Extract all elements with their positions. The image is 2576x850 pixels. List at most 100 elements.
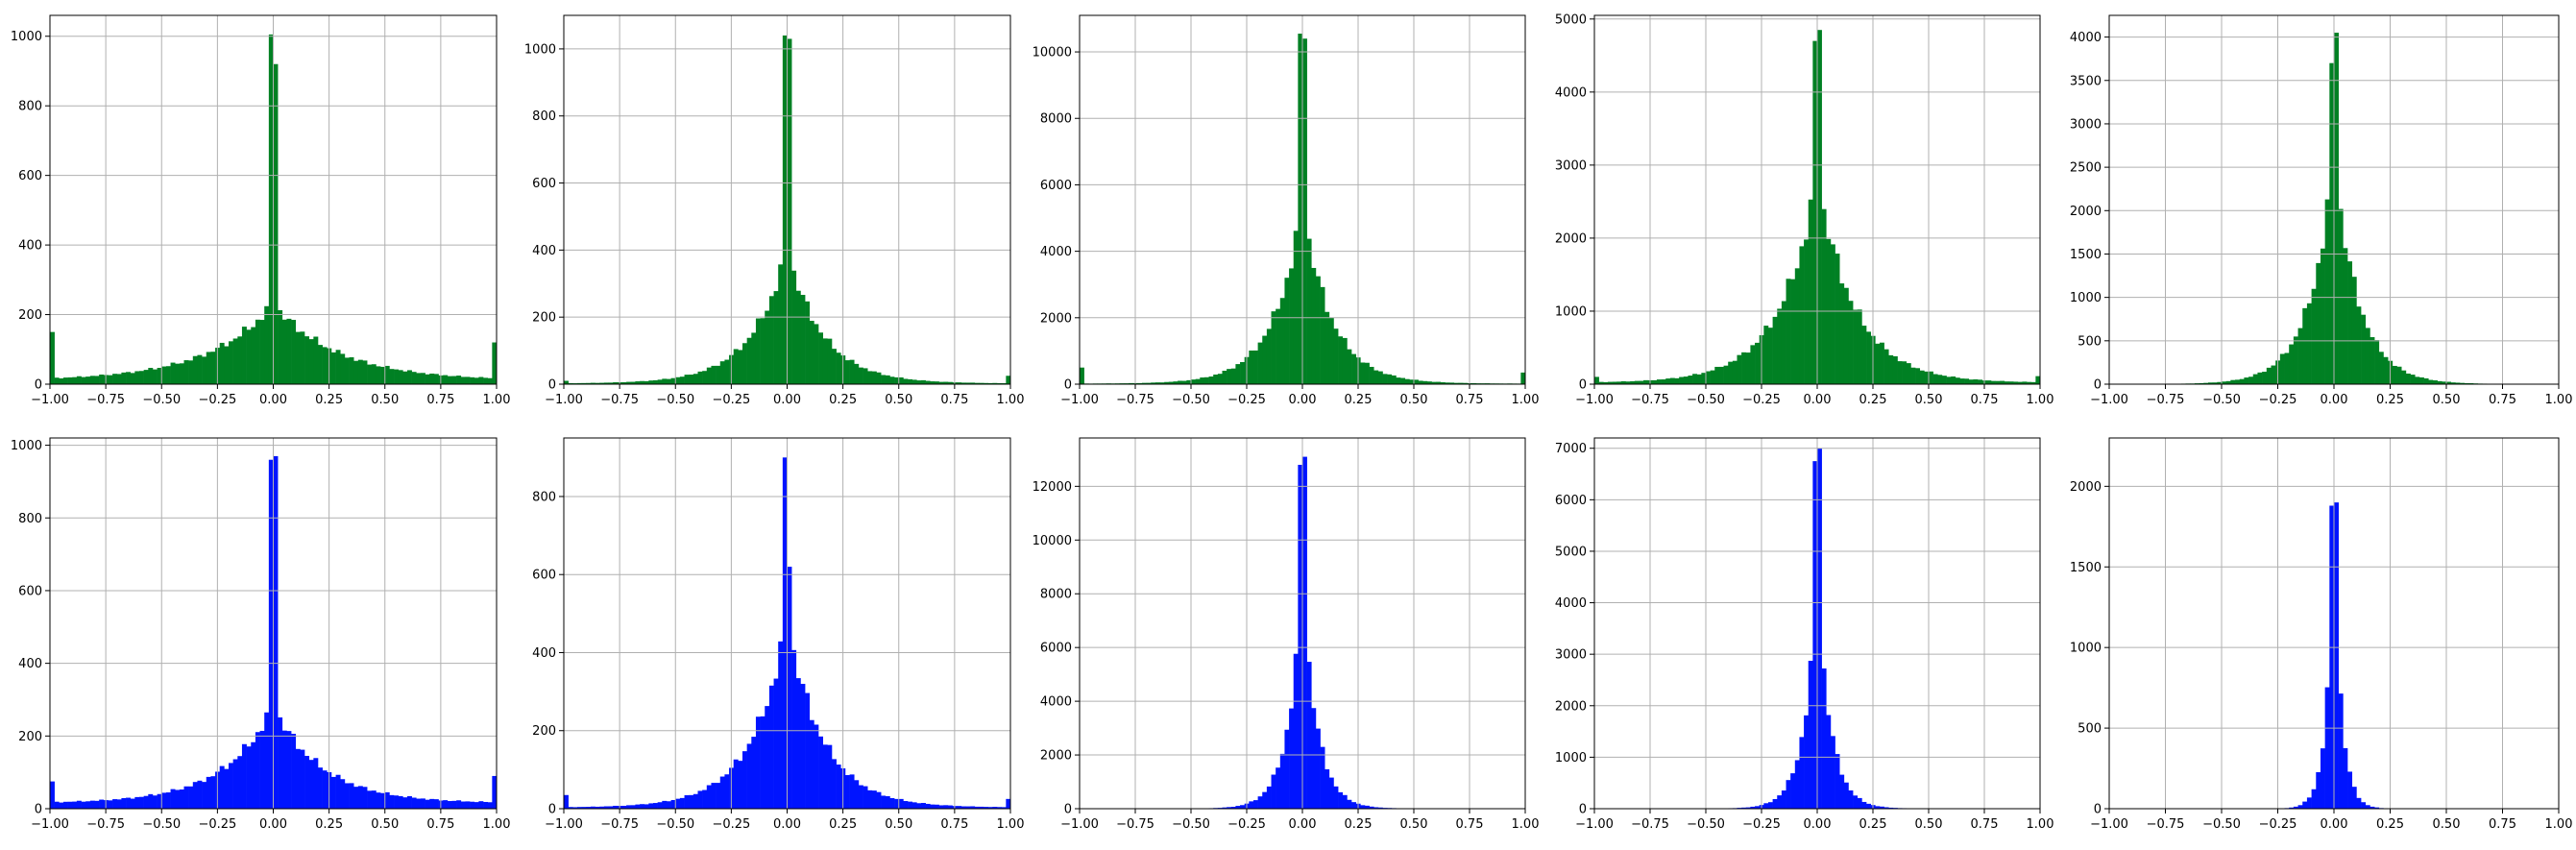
y-tick-label: 2000 [1040, 749, 1072, 764]
histogram-bar [787, 567, 792, 809]
x-tick-label: 0.75 [2489, 817, 2516, 832]
histogram-bar [1181, 380, 1187, 384]
histogram-bar [1701, 373, 1707, 384]
histogram-bar [1449, 382, 1455, 384]
histogram-bar [116, 799, 122, 809]
y-tick-label: 3000 [1555, 158, 1587, 173]
x-tick-label: −0.50 [142, 817, 181, 832]
histogram-bar [849, 774, 855, 809]
histogram-bar [241, 327, 247, 384]
histogram-bar [255, 732, 260, 809]
histogram-bar [1240, 805, 1245, 809]
y-tick-label: 500 [2078, 722, 2102, 737]
histogram-bar [1200, 377, 1205, 384]
histogram-bar [1968, 379, 1974, 384]
histogram-bar [398, 795, 403, 809]
histogram-bar [1520, 372, 1526, 384]
histogram-bar [778, 264, 784, 384]
histogram-panel-r1c3: −1.00 −0.75 −0.50 −0.25 0.00 0.25 0.50 0.75 1.00… [1033, 14, 1539, 407]
x-tick-label: 0.00 [1804, 817, 1832, 832]
histogram-bar [1804, 715, 1810, 809]
histogram-bar [1718, 366, 1724, 384]
histogram-bar [251, 741, 256, 809]
x-tick-label: 0.50 [885, 393, 912, 407]
histogram-bar [706, 785, 712, 809]
histogram-bar [416, 373, 422, 384]
y-tick-label: 3000 [1555, 648, 1587, 663]
histogram-bar [76, 376, 82, 384]
histogram-bar [1373, 807, 1379, 809]
histogram-bar [1279, 298, 1285, 384]
histogram-bar [376, 366, 381, 384]
histogram-bar [2460, 382, 2466, 384]
histogram-bar [925, 380, 931, 384]
histogram-bar [286, 318, 292, 384]
x-tick-label: 0.75 [1456, 817, 1484, 832]
x-tick-label: 0.00 [259, 817, 287, 832]
histogram-bar [1929, 371, 1933, 384]
histogram-bar [380, 366, 386, 384]
histogram-bar [911, 802, 917, 809]
histogram-bar [1249, 350, 1254, 384]
histogram-bar [679, 797, 685, 809]
histogram-bar [1932, 374, 1938, 384]
x-tick-label: −1.00 [545, 817, 583, 832]
histogram-bar [773, 678, 779, 809]
histogram-bar [805, 692, 811, 809]
x-tick-label: 0.00 [1289, 393, 1317, 407]
histogram-bar [259, 730, 265, 809]
histogram-bar [1639, 380, 1644, 384]
histogram-bar [1463, 382, 1468, 384]
histogram-bar [202, 356, 207, 384]
histogram-bar [451, 376, 457, 384]
histogram-bar [487, 802, 493, 809]
y-tick-label: 0 [2094, 378, 2102, 393]
histogram-bar [2262, 372, 2268, 384]
histogram-bar [1227, 807, 1232, 809]
histogram-bar [1875, 806, 1881, 809]
histogram-bar [389, 369, 395, 384]
histogram-bar [979, 382, 984, 384]
histogram-bar [1728, 361, 1734, 384]
histogram-bar [881, 375, 887, 384]
histogram-bar [1817, 448, 1822, 809]
histogram-bar [353, 360, 359, 384]
histogram-bar [394, 369, 399, 384]
histogram-bar [858, 367, 863, 384]
histogram-bar [960, 806, 966, 809]
histogram-bar [1129, 382, 1133, 384]
histogram-bar [706, 367, 712, 384]
histogram-bar [621, 382, 627, 384]
histogram-bar [921, 379, 926, 384]
y-tick-label: 4000 [1555, 596, 1587, 611]
histogram-bar [1351, 353, 1356, 384]
histogram-bar [898, 798, 904, 809]
histogram-bar [644, 804, 649, 809]
histogram-bar [1001, 807, 1007, 809]
y-tick-label: 12000 [1033, 480, 1072, 495]
histogram-bar [581, 382, 587, 384]
histogram-bar [943, 805, 949, 809]
x-tick-label: 0.25 [1859, 817, 1887, 832]
histogram-bar [1688, 376, 1693, 384]
histogram-bar [984, 807, 989, 809]
histogram-bar [2324, 687, 2330, 809]
histogram-bar [2374, 807, 2380, 809]
histogram-bar [768, 685, 774, 809]
histogram-bar [2030, 381, 2036, 384]
histogram-bar [447, 801, 452, 809]
histogram-bar [724, 359, 730, 384]
histogram-bar [281, 730, 287, 809]
histogram-bar [568, 382, 573, 384]
histogram-bar [2017, 381, 2023, 384]
y-tick-label: 800 [532, 109, 556, 124]
histogram-bar [2343, 248, 2348, 384]
histogram-bar [938, 381, 944, 384]
x-tick-label: 1.00 [483, 393, 511, 407]
histogram-bar [2374, 340, 2380, 384]
histogram-bar [586, 382, 592, 384]
x-tick-label: −0.25 [1227, 817, 1266, 832]
y-tick-label: 0 [2094, 803, 2102, 817]
histogram-panel-r1c4: −1.00 −0.75 −0.50 −0.25 0.00 0.25 0.50 0.75 1.00… [1555, 12, 2054, 407]
